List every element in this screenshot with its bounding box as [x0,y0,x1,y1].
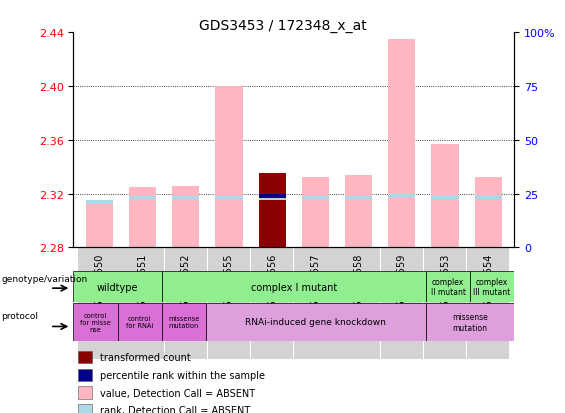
Bar [172,186,199,248]
Bar [259,174,286,248]
Bar [215,87,242,248]
Text: complex I mutant: complex I mutant [251,282,337,292]
Bar [259,174,286,248]
Bar [78,351,92,363]
Text: genotype/variation: genotype/variation [2,274,88,283]
Bar [251,248,293,359]
Bar [388,194,415,198]
Text: missense
mutation: missense mutation [168,316,199,329]
Bar [129,188,156,248]
Bar [302,178,329,248]
Bar [432,145,459,248]
Bar [470,271,514,302]
Bar [86,201,113,205]
Text: GDS3453 / 172348_x_at: GDS3453 / 172348_x_at [199,19,366,33]
Bar [206,304,426,341]
Bar [162,304,206,341]
Bar [259,194,286,198]
Bar [86,204,113,248]
Bar [467,248,510,359]
Bar [78,387,92,399]
Bar [475,195,502,199]
Bar [424,248,466,359]
Bar [475,178,502,248]
Bar [164,248,207,359]
Bar [337,248,380,359]
Bar [426,304,514,341]
Bar [345,175,372,248]
Bar [215,197,242,201]
Bar [208,248,250,359]
Bar [78,404,92,413]
Bar [388,40,415,248]
Bar [294,248,337,359]
Bar [78,248,120,359]
Bar [381,248,423,359]
Bar [345,197,372,201]
Bar [172,197,199,201]
Text: control
for misse
nse: control for misse nse [80,312,111,332]
Bar [121,248,164,359]
Text: complex
III mutant: complex III mutant [473,277,511,297]
Text: transformed count: transformed count [100,352,190,362]
Bar [426,271,470,302]
Bar [118,304,162,341]
Bar [78,369,92,381]
Text: RNAi-induced gene knockdown: RNAi-induced gene knockdown [245,318,386,327]
Bar [259,197,286,201]
Bar [162,271,426,302]
Text: rank, Detection Call = ABSENT: rank, Detection Call = ABSENT [100,405,250,413]
Bar [302,197,329,201]
Text: percentile rank within the sample: percentile rank within the sample [100,370,265,380]
Bar [73,304,118,341]
Text: control
for RNAi: control for RNAi [126,316,153,329]
Bar [432,195,459,199]
Text: complex
II mutant: complex II mutant [431,277,466,297]
Bar [129,197,156,201]
Text: value, Detection Call = ABSENT: value, Detection Call = ABSENT [100,387,255,398]
Bar [73,271,162,302]
Text: protocol: protocol [2,311,38,320]
Text: wildtype: wildtype [97,282,138,292]
Text: missense
mutation: missense mutation [452,313,488,332]
